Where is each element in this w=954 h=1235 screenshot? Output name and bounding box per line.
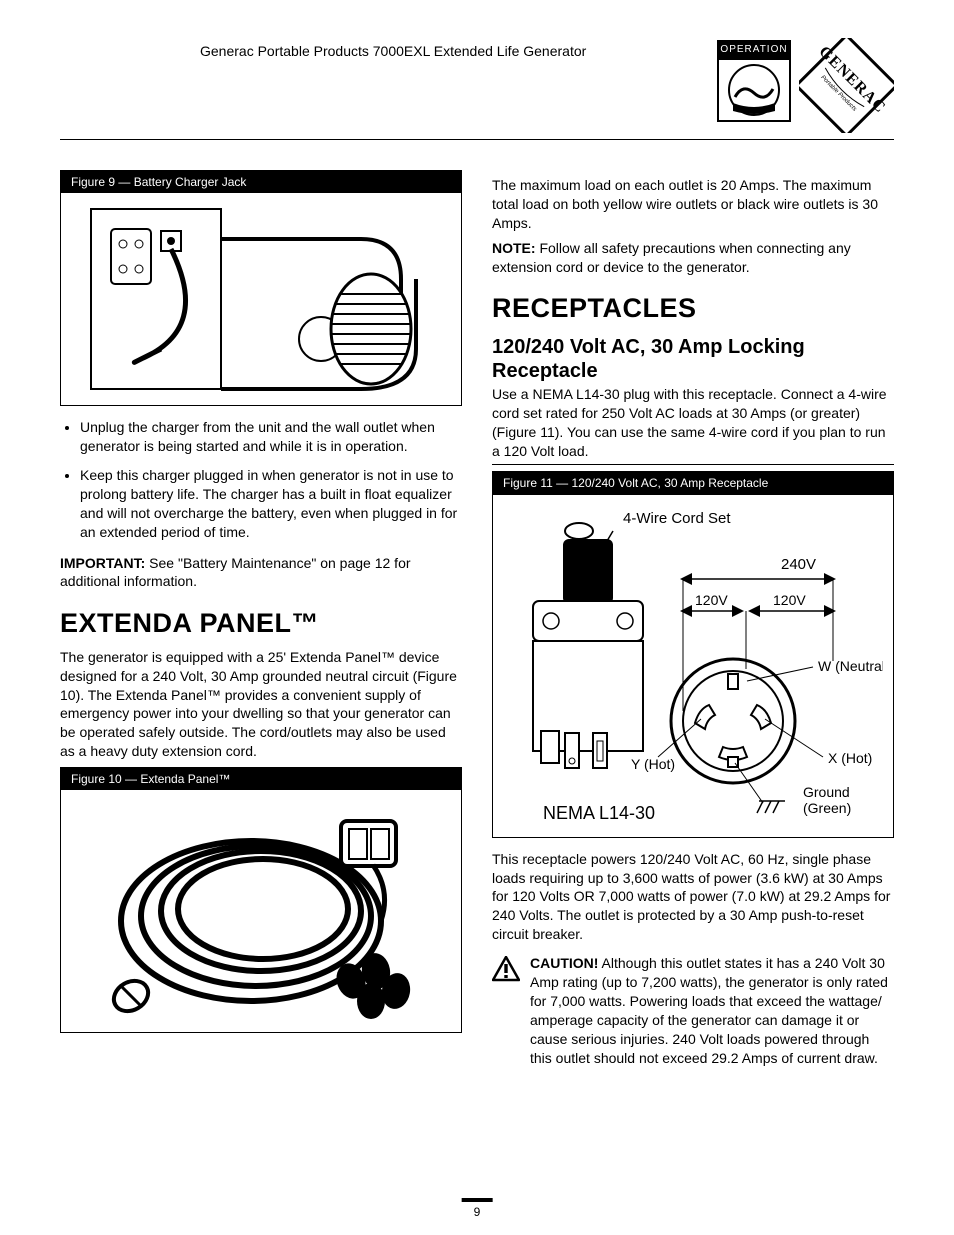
caution-triangle-icon	[492, 956, 520, 982]
important-label: IMPORTANT:	[60, 555, 145, 571]
figure-9-caption: Figure 9 — Battery Charger Jack	[61, 171, 461, 193]
receptacles-heading: RECEPTACLES	[492, 290, 894, 326]
fig11-240v: 240V	[781, 556, 816, 573]
fig11-cord-label: 4-Wire Cord Set	[623, 510, 731, 527]
figure-10-image	[61, 790, 461, 1032]
extenda-panel-heading: EXTENDA PANEL™	[60, 605, 462, 641]
page-header: Generac Portable Products 7000EXL Extend…	[60, 40, 894, 140]
caution-block: CAUTION! Although this outlet states it …	[492, 954, 894, 1067]
fig11-y-hot: Y (Hot)	[631, 756, 675, 772]
figure-11: Figure 11 — 120/240 Volt AC, 30 Amp Rece…	[492, 471, 894, 837]
charger-bullet-list: Unplug the charger from the unit and the…	[60, 418, 462, 541]
fig11-nema: NEMA L14-30	[543, 803, 655, 823]
figure-10-caption: Figure 10 — Extenda Panel™	[61, 768, 461, 790]
generac-logo-icon: GENERAC Portable Products	[799, 38, 894, 133]
product-title: Generac Portable Products 7000EXL Extend…	[200, 42, 586, 61]
figure-9-image	[61, 193, 461, 405]
figure-9: Figure 9 — Battery Charger Jack	[60, 170, 462, 406]
fig11-w-neutral: W (Neutral)	[818, 658, 883, 674]
figure-10: Figure 10 — Extenda Panel™	[60, 767, 462, 1033]
extenda-paragraph: The generator is equipped with a 25' Ext…	[60, 648, 462, 761]
note-text: Follow all safety precautions when conne…	[492, 240, 851, 275]
caution-text: Although this outlet states it has a 240…	[530, 955, 888, 1065]
receptacle-spec-paragraph: This receptacle powers 120/240 Volt AC, …	[492, 850, 894, 944]
important-paragraph: IMPORTANT: See "Battery Maintenance" on …	[60, 554, 462, 592]
locking-receptacle-para: Use a NEMA L14-30 plug with this recepta…	[492, 385, 894, 461]
subsection-rule: Use a NEMA L14-30 plug with this recepta…	[492, 385, 894, 466]
left-column: Figure 9 — Battery Charger Jack	[60, 170, 462, 1067]
fig11-green: (Green)	[803, 800, 851, 816]
bullet-item: Keep this charger plugged in when genera…	[80, 466, 462, 542]
note-paragraph: NOTE: Follow all safety precautions when…	[492, 239, 894, 277]
fig11-120v-b: 120V	[773, 592, 806, 608]
fig11-x-hot: X (Hot)	[828, 750, 872, 766]
caution-paragraph: CAUTION! Although this outlet states it …	[530, 954, 894, 1067]
fig11-ground: Ground	[803, 784, 850, 800]
bullet-item: Unplug the charger from the unit and the…	[80, 418, 462, 456]
max-load-paragraph: The maximum load on each outlet is 20 Am…	[492, 176, 894, 233]
page-number: 9	[462, 1198, 493, 1220]
operation-badge: OPERATION	[717, 40, 791, 122]
locking-receptacle-heading: 120/240 Volt AC, 30 Amp Locking Receptac…	[492, 335, 894, 383]
fig11-120v-a: 120V	[695, 592, 728, 608]
note-label: NOTE:	[492, 240, 536, 256]
operation-icon	[719, 58, 789, 120]
caution-label: CAUTION!	[530, 955, 598, 971]
operation-label: OPERATION	[719, 42, 789, 58]
figure-11-caption: Figure 11 — 120/240 Volt AC, 30 Amp Rece…	[493, 472, 893, 494]
figure-11-image: 4-Wire Cord Set 240V	[493, 495, 893, 837]
right-column: The maximum load on each outlet is 20 Am…	[492, 170, 894, 1067]
